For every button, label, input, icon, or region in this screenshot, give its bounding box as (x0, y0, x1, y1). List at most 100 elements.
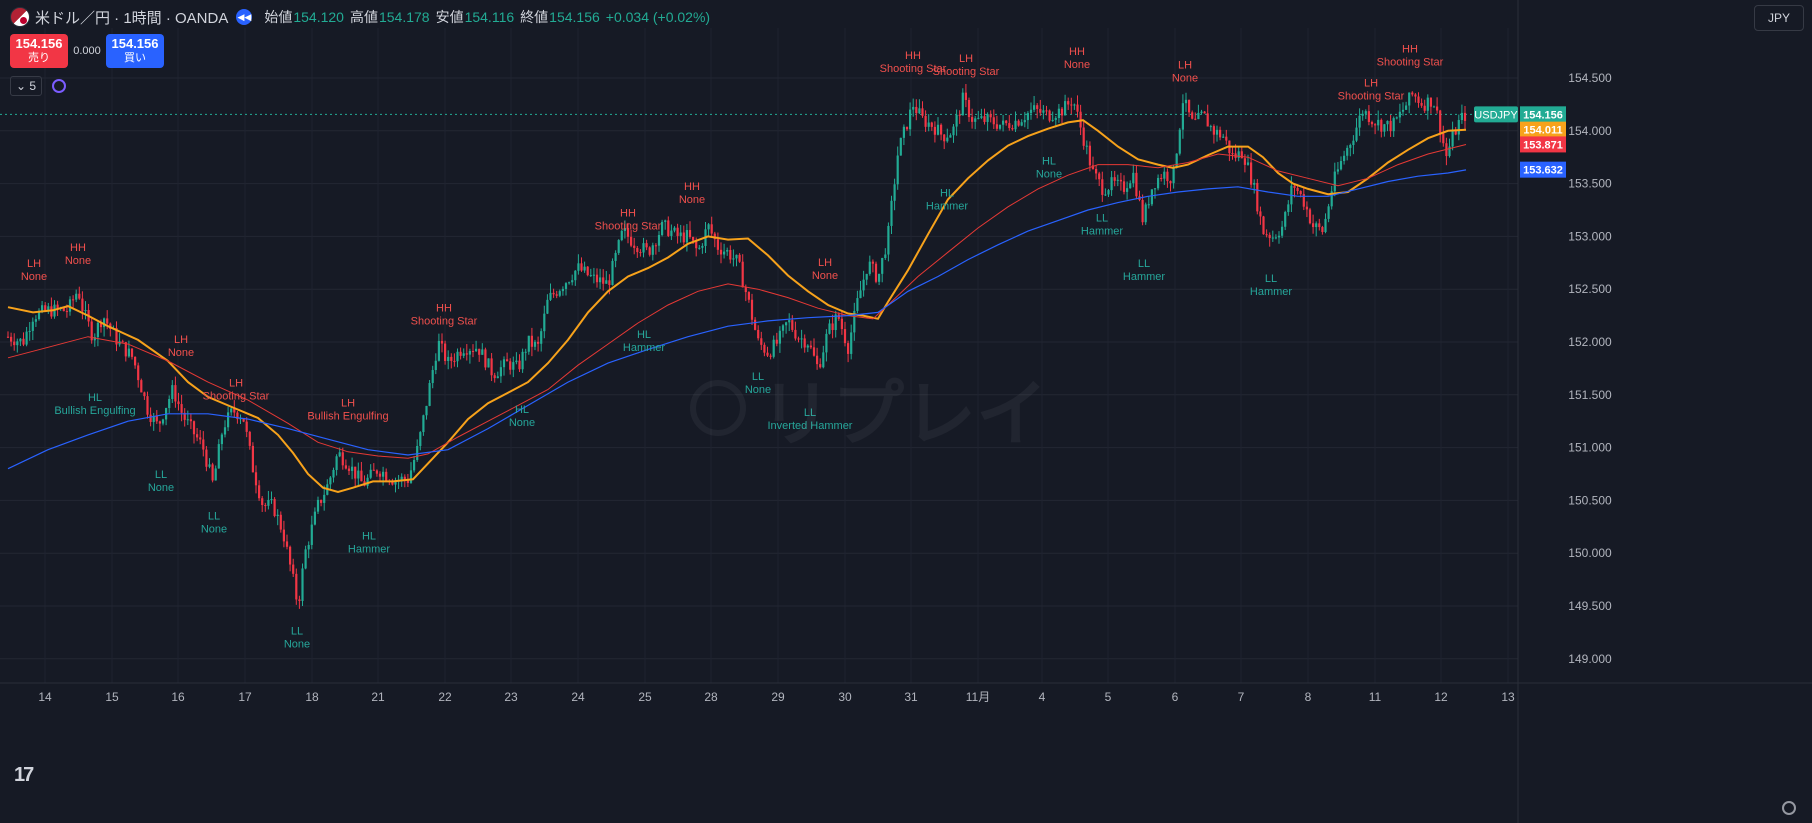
candle-body (1039, 108, 1042, 113)
candle-body (617, 240, 620, 253)
candle-body (992, 117, 995, 125)
candle-body (850, 332, 853, 354)
candle-body (1060, 108, 1064, 116)
candle-body (1454, 130, 1457, 135)
candle-body (1370, 121, 1374, 125)
candle-body (915, 106, 918, 114)
candle-body (34, 319, 37, 322)
candle-body (530, 335, 533, 347)
candle-body (1380, 119, 1383, 132)
candle-body (1085, 145, 1088, 147)
change-value: +0.034 (+0.02%) (605, 9, 711, 25)
candle-body (1169, 181, 1172, 184)
candle-body (230, 408, 233, 413)
candle-body (1277, 235, 1281, 238)
buy-price: 154.156 (111, 36, 159, 51)
candle-body (1299, 191, 1302, 195)
candle-body (196, 434, 199, 438)
price-tick-label: 152.000 (1568, 335, 1612, 349)
candle-body (853, 310, 856, 333)
candle-body (744, 287, 747, 293)
candle-body (1448, 146, 1451, 157)
candle-body (152, 416, 155, 423)
candle-body (121, 341, 124, 343)
sell-button[interactable]: 154.156 売り (10, 34, 68, 68)
time-tick-label: 23 (504, 690, 518, 704)
indicator-collapse-button[interactable]: ⌄ 5 (10, 76, 43, 96)
loading-icon[interactable] (52, 79, 67, 93)
swing-label-pattern: None (168, 347, 194, 359)
candle-body (186, 419, 189, 421)
candle-body (840, 318, 843, 330)
candle-body (103, 318, 106, 328)
price-axis[interactable]: 154.500 154.000 153.500 153.000 152.500 152.0… (1568, 71, 1612, 666)
price-tick-label: 153.500 (1568, 177, 1612, 191)
candle-body (564, 283, 568, 289)
candle-body (1355, 127, 1358, 141)
candle-body (106, 318, 109, 324)
candle-body (540, 331, 543, 344)
candle-body (456, 351, 459, 362)
candle-body (636, 247, 639, 253)
trade-panel: 154.156 売り 0.000 154.156 買い (10, 34, 164, 68)
candle-body (1339, 161, 1343, 170)
price-tick-label: 149.500 (1568, 599, 1612, 613)
candle-body (434, 360, 437, 371)
candle-body (1023, 120, 1026, 123)
candle-body (1073, 104, 1076, 106)
candle-body (713, 233, 716, 240)
swing-label-pattern: None (745, 384, 771, 396)
candle-body (462, 353, 465, 356)
candle-body (1225, 136, 1228, 141)
candle-body (335, 456, 338, 470)
candle-body (1271, 237, 1274, 239)
candle-body (409, 470, 413, 483)
swing-label-type: HH (1069, 46, 1085, 58)
candle-body (890, 200, 893, 226)
candle-body (338, 452, 341, 457)
swing-label-type: HH (684, 181, 700, 193)
candle-body (580, 263, 583, 271)
candle-body (781, 325, 785, 331)
candle-body (31, 321, 34, 331)
candle-body (391, 481, 394, 485)
time-axis[interactable]: 14 15 16 17 18 21 22 23 24 25 28 29 30 31 11月 4 5 6 7 8 11 12… (38, 690, 1515, 704)
symbol-tag-label: USDJPY (1474, 109, 1518, 121)
candle-body (980, 116, 983, 118)
swing-label-pattern: Bullish Engulfing (54, 405, 135, 417)
candle-body (214, 468, 217, 481)
replay-indicator-icon[interactable]: ◀◀ (236, 9, 253, 25)
candle-body (127, 348, 130, 357)
ma-line-slow (7, 169, 1467, 470)
candle-body (90, 321, 93, 341)
candle-body (44, 305, 47, 311)
candle-body (695, 240, 698, 249)
symbol-title[interactable]: 米ドル／円 · 1時間 · OANDA (35, 9, 229, 27)
candle-body (1439, 110, 1442, 134)
settings-gear-icon[interactable] (1782, 801, 1796, 815)
candle-body (1057, 108, 1060, 118)
candle-body (819, 364, 822, 368)
candle-body (437, 340, 440, 361)
swing-label-type: LL (208, 510, 220, 522)
time-tick-label: 4 (1039, 690, 1046, 704)
high-label: 高値 (349, 9, 378, 25)
candle-body (1361, 113, 1364, 116)
time-tick-label: 7 (1238, 690, 1245, 704)
buy-button[interactable]: 154.156 買い (106, 34, 164, 68)
candle-body (332, 469, 335, 478)
price-tick-label: 149.000 (1568, 652, 1612, 666)
close-value: 154.156 (549, 9, 600, 25)
candle-body (1110, 177, 1113, 191)
candle-body (1095, 168, 1098, 174)
candle-body (431, 370, 434, 384)
candle-body (806, 345, 809, 348)
candle-body (1321, 227, 1324, 233)
swing-label-pattern: Hammer (926, 200, 969, 212)
currency-button[interactable]: JPY (1754, 5, 1804, 31)
candle-body (1184, 99, 1188, 104)
candle-body (1147, 204, 1150, 206)
candle-body (1352, 140, 1355, 145)
candle-body (729, 250, 732, 260)
